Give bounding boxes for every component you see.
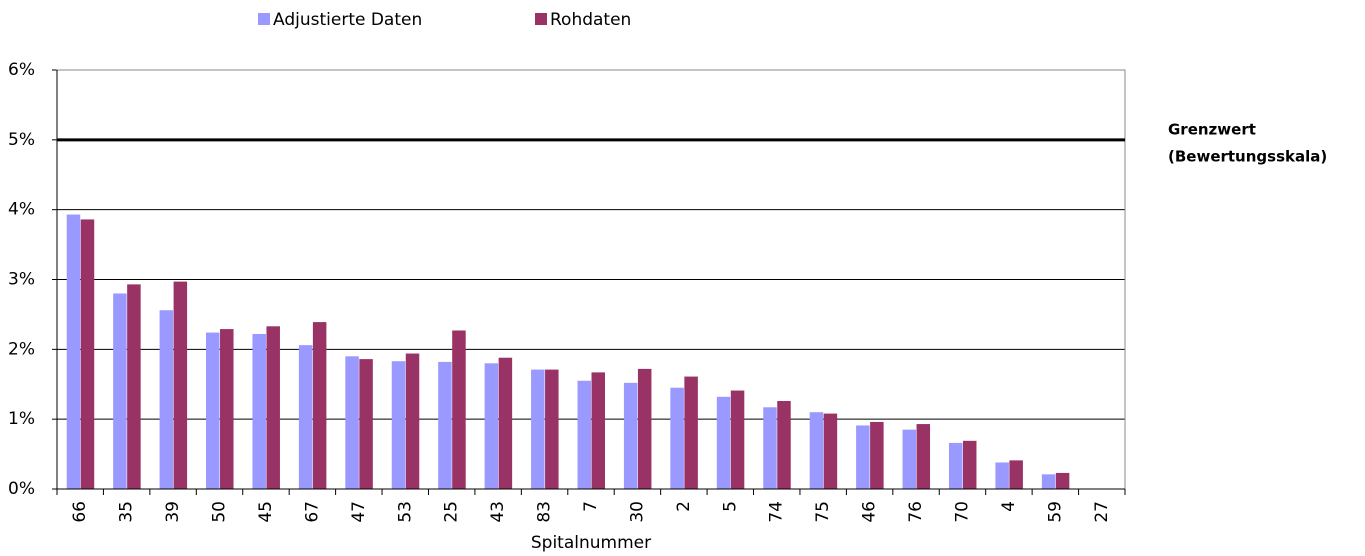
bar [498, 357, 513, 489]
bar [359, 359, 373, 489]
bar [902, 429, 917, 489]
bar [252, 333, 266, 489]
bar [716, 396, 731, 489]
bar [405, 353, 420, 489]
x-tick-label: 2 [674, 501, 694, 512]
x-tick-label: 43 [488, 501, 508, 523]
x-tick-label: 66 [70, 501, 90, 523]
bar [220, 329, 234, 489]
legend-label: Rohdaten [550, 10, 631, 30]
y-tick-label: 5% [8, 130, 35, 150]
bar [591, 372, 605, 489]
bar [345, 356, 359, 489]
y-tick-label: 3% [8, 270, 35, 290]
y-tick-label: 2% [8, 339, 35, 359]
y-tick-label: 1% [8, 409, 35, 429]
x-tick-label: 75 [813, 501, 833, 523]
bar [684, 376, 698, 489]
y-tick-label: 6% [8, 60, 35, 80]
x-tick-label: 59 [1045, 501, 1065, 523]
bar [809, 412, 824, 489]
x-tick-label: 46 [860, 501, 880, 523]
bar [962, 440, 977, 489]
bar [484, 363, 499, 489]
bar [298, 345, 313, 489]
y-tick-label: 4% [8, 200, 35, 220]
threshold-label: Grenzwert [1168, 121, 1256, 139]
x-tick-label: 70 [952, 501, 972, 523]
bar [173, 281, 188, 489]
x-tick-label: 5 [720, 501, 740, 512]
bar [948, 442, 963, 489]
bar [113, 293, 127, 489]
bar [80, 219, 95, 489]
bar [531, 369, 545, 489]
x-tick-label: 35 [117, 501, 137, 523]
bar [577, 380, 591, 489]
bar [856, 425, 870, 489]
x-tick-label: 53 [395, 501, 415, 523]
bar [391, 361, 406, 489]
bar [870, 421, 884, 489]
x-tick-label: 30 [627, 501, 647, 523]
bar [730, 390, 745, 489]
bar [916, 424, 931, 489]
x-tick-label: 45 [256, 501, 276, 523]
x-tick-label: 25 [442, 501, 462, 523]
bar [159, 310, 174, 489]
legend-swatch [258, 13, 270, 25]
bar [206, 332, 220, 489]
bar [670, 387, 684, 489]
legend-label: Adjustierte Daten [273, 10, 422, 30]
bar [995, 462, 1009, 489]
legend-swatch [535, 13, 547, 25]
bar [1009, 460, 1023, 489]
bar [823, 413, 838, 489]
bar [438, 361, 452, 489]
x-tick-label: 50 [210, 501, 230, 523]
bar [66, 214, 81, 489]
bar [127, 284, 141, 489]
x-tick-label: 76 [906, 501, 926, 523]
x-tick-label: 27 [1092, 501, 1112, 523]
bar [623, 382, 638, 489]
bar [1055, 472, 1070, 489]
bar [637, 368, 652, 489]
x-tick-label: 67 [302, 501, 322, 523]
x-tick-label: 47 [349, 501, 369, 523]
bar [763, 407, 777, 489]
x-tick-label: 39 [163, 501, 183, 523]
x-tick-label: 7 [581, 501, 601, 512]
bar [266, 326, 280, 489]
x-axis-label: Spitalnummer [531, 533, 651, 553]
x-tick-label: 83 [535, 501, 555, 523]
bar [545, 369, 559, 489]
bar [777, 401, 791, 489]
threshold-label: (Bewertungsskala) [1168, 148, 1327, 166]
x-tick-label: 74 [767, 501, 787, 523]
y-tick-label: 0% [8, 479, 35, 499]
x-tick-label: 4 [999, 501, 1019, 512]
bar [452, 330, 466, 489]
bar [1041, 474, 1056, 489]
bar [312, 322, 327, 489]
